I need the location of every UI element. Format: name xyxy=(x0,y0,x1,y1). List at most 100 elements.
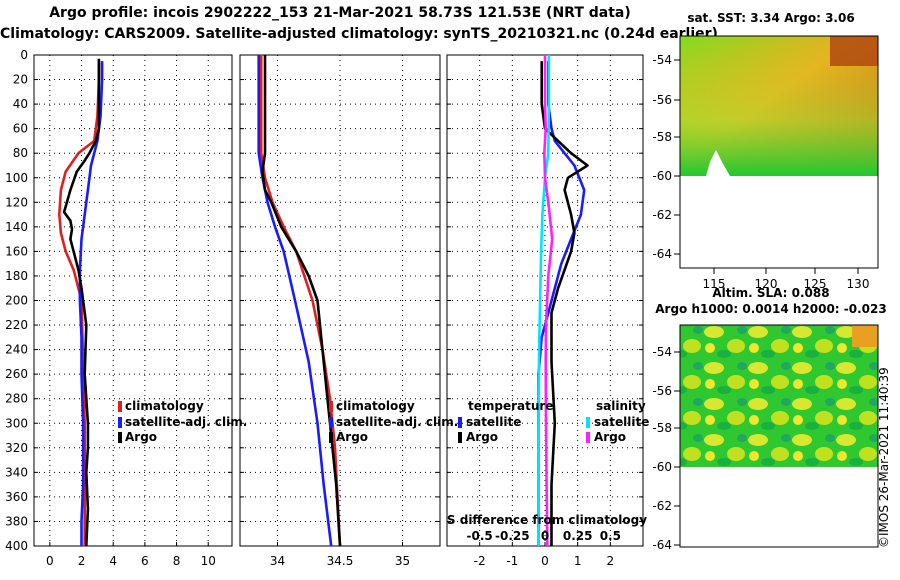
x-tick-label: 34.5 xyxy=(327,554,354,568)
legend-swatch-satellite-adj xyxy=(118,417,122,428)
legend-swatch-satellite-adj-sal xyxy=(329,417,333,428)
map-lat-label: -62 xyxy=(652,208,672,222)
s-difference-label: S difference from climatology xyxy=(447,513,647,527)
legend-label-climatology: climatology xyxy=(125,399,204,413)
depth-tick-label: 40 xyxy=(13,97,28,111)
map-lat-label: -60 xyxy=(652,169,672,183)
temperature-legend: climatology satellite-adj. clim. Argo xyxy=(118,399,247,444)
depth-tick-label: 100 xyxy=(5,171,28,185)
depth-tick-label: 340 xyxy=(5,465,28,479)
map-lat-label: -56 xyxy=(652,384,672,398)
depth-tick-label: 360 xyxy=(5,490,28,504)
s-diff-tick-label: 0 xyxy=(541,529,549,543)
sla-map-subtitle: Argo h1000: 0.0014 h2000: -0.023 xyxy=(655,302,886,316)
series-line-argo xyxy=(261,55,342,547)
map-lon-label: 130 xyxy=(847,277,870,291)
figure-subtitle: Climatology: CARS2009. Satellite-adjuste… xyxy=(0,26,718,42)
legend-label-argo-sal: Argo xyxy=(336,430,368,444)
legend-swatch-temp-satellite xyxy=(458,417,462,428)
map-lat-label: -54 xyxy=(652,53,672,67)
map-lon-label: 115 xyxy=(703,277,726,291)
legend-swatch-argo xyxy=(118,432,122,443)
x-tick-label: 34 xyxy=(270,554,285,568)
x-tick-label: -2 xyxy=(474,554,486,568)
series-line-satellite-adj-clim- xyxy=(257,55,333,547)
depth-tick-label: 400 xyxy=(5,539,28,553)
series-line-salinity-satellite xyxy=(537,55,551,546)
sst-map-title: sat. SST: 3.34 Argo: 3.06 xyxy=(687,11,854,25)
legend-swatch-sal-satellite xyxy=(586,417,590,428)
map-lat-label: -64 xyxy=(652,247,672,261)
x-tick-label: 2 xyxy=(607,554,615,568)
s-diff-tick-label: 0.5 xyxy=(600,529,621,543)
series-line-salinity-argo xyxy=(542,55,554,547)
x-tick-label: 35 xyxy=(395,554,410,568)
sla-map-title: Altim. SLA: 0.088 xyxy=(712,286,829,300)
depth-tick-label: 220 xyxy=(5,318,28,332)
sla-map xyxy=(679,324,879,548)
depth-tick-label: 160 xyxy=(5,244,28,258)
depth-tick-label: 300 xyxy=(5,416,28,430)
depth-tick-label: 280 xyxy=(5,392,28,406)
legend-swatch-sal-argo xyxy=(586,432,590,443)
depth-tick-label: 120 xyxy=(5,195,28,209)
legend-swatch-argo-sal xyxy=(329,432,333,443)
legend-swatch-climatology-sal xyxy=(329,401,333,412)
s-diff-tick-label: -0.5 xyxy=(467,529,493,543)
series-line-argo xyxy=(62,58,101,547)
map-lat-label: -54 xyxy=(652,345,672,359)
map-lon-label: 120 xyxy=(755,277,778,291)
series-line-temperature-argo xyxy=(540,61,589,546)
salinity-legend: climatology satellite-adj. clim. Argo xyxy=(329,399,458,444)
x-tick-label: 4 xyxy=(109,554,117,568)
depth-tick-label: 260 xyxy=(5,367,28,381)
s-diff-tick-label: -0.25 xyxy=(495,529,530,543)
depth-tick-label: 380 xyxy=(5,514,28,528)
depth-tick-label: 140 xyxy=(5,220,28,234)
legend-title-temperature: temperature xyxy=(468,399,553,413)
legend-label-temp-satellite: satellite xyxy=(466,415,521,429)
legend-title-salinity: salinity xyxy=(596,399,646,413)
x-tick-label: 1 xyxy=(574,554,582,568)
map-lon-label: 125 xyxy=(804,277,827,291)
x-tick-label: 8 xyxy=(173,554,181,568)
x-tick-label: -1 xyxy=(506,554,518,568)
plot-frame xyxy=(33,54,233,547)
temperature-panel: 0 2 4 6 8 10 xyxy=(33,54,233,568)
map-lat-label: -58 xyxy=(652,421,672,435)
legend-swatch-temp-argo xyxy=(458,432,462,443)
difference-panel: -2 -1 0 1 2 xyxy=(446,54,644,568)
depth-tick-label: 200 xyxy=(5,294,28,308)
depth-tick-label: 180 xyxy=(5,269,28,283)
sst-map-axes: -54 -56 -58 -60 -62 -64 115 120 125 130 xyxy=(652,53,869,291)
legend-label-climatology-sal: climatology xyxy=(336,399,415,413)
credit-text: ©IMOS 26-Mar-2021 11:40:39 xyxy=(877,367,891,548)
legend-label-satellite-adj-sal: satellite-adj. clim. xyxy=(336,415,458,429)
map-lat-label: -56 xyxy=(652,93,672,107)
depth-tick-label: 320 xyxy=(5,441,28,455)
map-lat-label: -58 xyxy=(652,130,672,144)
s-difference-ticks: -0.5 -0.25 0 0.25 0.5 xyxy=(467,529,621,543)
x-tick-label: 6 xyxy=(141,554,149,568)
legend-label-argo: Argo xyxy=(125,430,157,444)
x-tick-label: 0 xyxy=(46,554,54,568)
legend-label-sal-argo: Argo xyxy=(594,430,626,444)
series-line-climatology xyxy=(57,61,101,546)
s-diff-tick-label: 0.25 xyxy=(563,529,593,543)
depth-tick-label: 240 xyxy=(5,343,28,357)
depth-tick-label: 20 xyxy=(13,73,28,87)
map-lat-label: -64 xyxy=(652,538,672,552)
legend-label-temp-argo: Argo xyxy=(466,430,498,444)
depth-tick-label: 0 xyxy=(20,48,28,62)
map-lat-label: -62 xyxy=(652,499,672,513)
sla-map-axes: -54 -56 -58 -60 -62 -64 xyxy=(652,345,680,552)
difference-legend: temperature satellite Argo salinity sate… xyxy=(458,399,649,444)
legend-swatch-climatology xyxy=(118,401,122,412)
depth-tick-label: 60 xyxy=(13,122,28,136)
legend-label-sal-satellite: satellite xyxy=(594,415,649,429)
x-tick-label: 2 xyxy=(78,554,86,568)
depth-axis: 0 20 40 60 80 100 120 140 160 180 200 220 240 260 280 3… xyxy=(5,48,28,553)
x-tick-label: 0 xyxy=(541,554,549,568)
figure-title: Argo profile: incois 2902222_153 21-Mar-… xyxy=(49,5,631,21)
